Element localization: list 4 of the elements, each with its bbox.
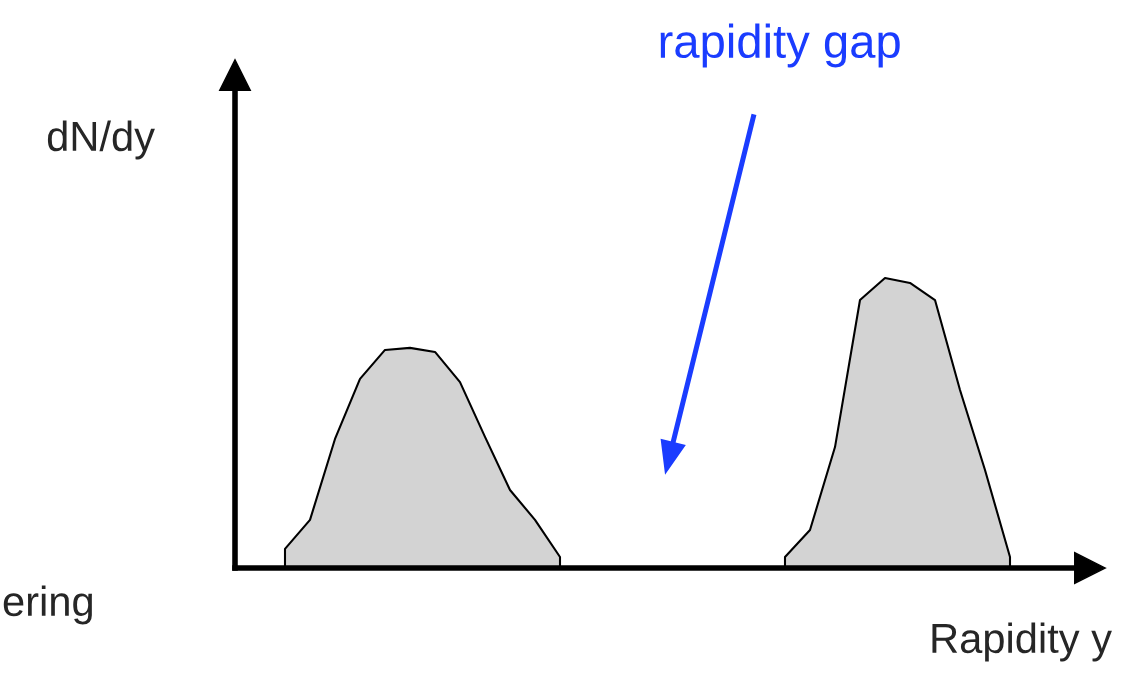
x-axis-title: Rapidity y	[932, 622, 1112, 662]
text: rapidity gap	[660, 23, 900, 68]
text: ering	[3, 585, 92, 625]
y-axis-title: dN/dy	[47, 120, 155, 160]
